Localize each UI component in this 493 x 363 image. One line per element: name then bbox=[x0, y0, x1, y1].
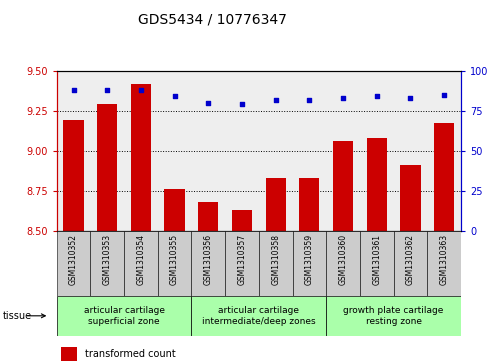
Text: GSM1310359: GSM1310359 bbox=[305, 234, 314, 285]
FancyBboxPatch shape bbox=[158, 231, 191, 296]
Point bbox=[70, 87, 77, 93]
Bar bbox=[367, 138, 387, 363]
Text: GSM1310352: GSM1310352 bbox=[69, 234, 78, 285]
Bar bbox=[232, 210, 252, 363]
Text: GSM1310361: GSM1310361 bbox=[372, 234, 381, 285]
FancyBboxPatch shape bbox=[360, 231, 393, 296]
Point bbox=[103, 87, 111, 93]
FancyBboxPatch shape bbox=[57, 296, 191, 336]
Bar bbox=[198, 202, 218, 363]
Text: articular cartilage
intermediate/deep zones: articular cartilage intermediate/deep zo… bbox=[202, 306, 316, 326]
FancyBboxPatch shape bbox=[326, 231, 360, 296]
FancyBboxPatch shape bbox=[259, 231, 292, 296]
FancyBboxPatch shape bbox=[191, 231, 225, 296]
Bar bbox=[61, 347, 77, 361]
FancyBboxPatch shape bbox=[326, 296, 461, 336]
Text: articular cartilage
superficial zone: articular cartilage superficial zone bbox=[84, 306, 165, 326]
Point bbox=[137, 87, 145, 93]
Text: GSM1310353: GSM1310353 bbox=[103, 234, 112, 285]
Point bbox=[373, 93, 381, 99]
Text: GSM1310356: GSM1310356 bbox=[204, 234, 213, 285]
Text: GSM1310358: GSM1310358 bbox=[271, 234, 280, 285]
FancyBboxPatch shape bbox=[57, 231, 90, 296]
Text: GSM1310355: GSM1310355 bbox=[170, 234, 179, 285]
Point bbox=[305, 97, 314, 102]
Text: growth plate cartilage
resting zone: growth plate cartilage resting zone bbox=[344, 306, 444, 326]
Bar bbox=[165, 189, 185, 363]
Text: GSM1310354: GSM1310354 bbox=[137, 234, 145, 285]
Point bbox=[238, 101, 246, 107]
Point bbox=[339, 95, 347, 101]
Bar bbox=[97, 104, 117, 363]
Text: transformed count: transformed count bbox=[85, 349, 176, 359]
FancyBboxPatch shape bbox=[90, 231, 124, 296]
FancyBboxPatch shape bbox=[393, 231, 427, 296]
Text: GSM1310363: GSM1310363 bbox=[440, 234, 449, 285]
FancyBboxPatch shape bbox=[191, 296, 326, 336]
Bar bbox=[400, 165, 421, 363]
Text: GSM1310360: GSM1310360 bbox=[339, 234, 348, 285]
Text: GDS5434 / 10776347: GDS5434 / 10776347 bbox=[138, 13, 286, 27]
Bar bbox=[131, 83, 151, 363]
Point bbox=[440, 92, 448, 98]
Text: GSM1310357: GSM1310357 bbox=[238, 234, 246, 285]
Point bbox=[272, 97, 280, 102]
FancyBboxPatch shape bbox=[292, 231, 326, 296]
Point bbox=[406, 95, 414, 101]
Bar bbox=[299, 178, 319, 363]
FancyBboxPatch shape bbox=[427, 231, 461, 296]
Bar bbox=[333, 141, 353, 363]
Bar bbox=[266, 178, 286, 363]
Text: GSM1310362: GSM1310362 bbox=[406, 234, 415, 285]
Text: tissue: tissue bbox=[2, 311, 32, 321]
FancyBboxPatch shape bbox=[225, 231, 259, 296]
Point bbox=[204, 100, 212, 106]
FancyBboxPatch shape bbox=[124, 231, 158, 296]
Bar bbox=[64, 120, 84, 363]
Bar bbox=[434, 123, 454, 363]
Point bbox=[171, 93, 178, 99]
